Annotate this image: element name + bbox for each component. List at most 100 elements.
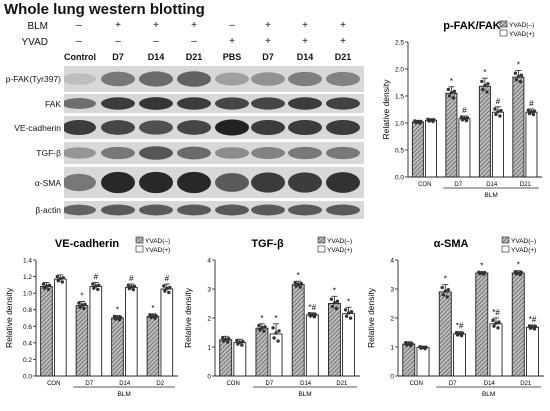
blot-band: [215, 204, 249, 216]
legend-swatch: [135, 236, 144, 244]
blot-band: [64, 147, 96, 159]
data-point: [485, 90, 489, 94]
x-tick-label: D14: [119, 381, 131, 387]
blot-lane-label: D14: [296, 52, 314, 62]
x-tick-label: D7: [449, 381, 457, 387]
data-point: [407, 342, 411, 346]
blot-lane-label: Control: [64, 52, 96, 62]
significance-mark: *: [517, 61, 520, 70]
significance-mark: *: [116, 306, 119, 315]
blot-factor-sign: +: [191, 20, 197, 31]
pfak-fak-chart: p-FAK/FAK YVAD(–) YVAD(+) Relative density 0…: [380, 16, 550, 214]
bar: [75, 305, 89, 377]
data-point: [459, 115, 464, 119]
legend-swatch: [499, 20, 508, 28]
blot-band: [177, 171, 211, 194]
data-point: [530, 325, 535, 329]
data-point: [225, 340, 230, 344]
bar: [478, 85, 491, 178]
data-point: [529, 110, 534, 114]
data-point: [235, 338, 239, 343]
bar: [54, 278, 67, 377]
significance-mark: *#: [456, 322, 464, 331]
data-point: [60, 280, 65, 284]
data-point: [446, 87, 451, 92]
data-point: [349, 310, 354, 314]
y-tick-label: 1.0: [23, 291, 32, 298]
blot-row-label: α-SMA: [34, 177, 61, 188]
significance-mark: *#: [529, 315, 537, 324]
data-point: [526, 108, 531, 112]
blot-band: [288, 119, 322, 136]
blot-factor-sign: –: [115, 36, 121, 47]
data-point: [464, 118, 469, 123]
bar: [328, 303, 341, 377]
y-tick-label: 2: [390, 316, 394, 323]
blot-row-label: p-FAK(Tyr397): [5, 74, 61, 84]
data-point: [257, 323, 261, 328]
data-point: [58, 276, 63, 281]
y-tick-label: 0.4: [23, 340, 32, 347]
blot-factor-sign: +: [340, 36, 346, 47]
blot-band: [139, 120, 173, 135]
significance-mark: #: [462, 106, 467, 115]
y-tick-label: 3: [207, 287, 211, 294]
data-point: [335, 299, 340, 304]
significance-mark: *: [517, 261, 520, 270]
significance-mark: *: [347, 297, 350, 306]
data-point: [513, 71, 518, 75]
y-tick-label: 1.4: [23, 258, 32, 265]
data-point: [80, 303, 84, 307]
y-tick-label: 1.0: [395, 121, 404, 128]
blot-band: [326, 119, 360, 136]
data-point: [310, 313, 315, 317]
legend-swatch: [499, 29, 508, 37]
bar: [125, 286, 138, 377]
data-point: [262, 329, 266, 333]
blot-row-label: VE-cadherin: [14, 122, 61, 133]
x-tick-label: CON: [226, 381, 239, 387]
bar: [511, 272, 525, 377]
blot-band: [177, 146, 211, 160]
data-point: [492, 324, 496, 328]
blot-lane-label: D7: [262, 52, 274, 62]
data-point: [61, 276, 66, 280]
y-tick-label: 2.0: [395, 67, 404, 74]
legend-swatch: [501, 245, 510, 253]
data-point: [220, 335, 225, 340]
blot-band: [139, 204, 173, 216]
bar: [89, 286, 103, 377]
legend-entry: YVAD(+): [511, 247, 536, 254]
data-point: [329, 297, 334, 301]
legend-entry: YVAD(+): [509, 31, 534, 38]
y-tick-label: 4: [207, 258, 211, 265]
x-tick-label: D14: [486, 182, 498, 188]
bar: [255, 327, 269, 377]
data-point: [498, 114, 502, 118]
data-point: [293, 280, 297, 285]
y-tick-label: 0.0: [395, 175, 404, 182]
bar: [512, 76, 525, 178]
data-point: [481, 87, 485, 92]
data-point: [462, 116, 467, 121]
blot-strip: [64, 142, 364, 164]
x-axis-label: BLM: [484, 192, 497, 199]
significance-mark: *: [260, 314, 263, 323]
data-point: [446, 288, 450, 292]
data-point: [83, 302, 87, 307]
data-point: [162, 284, 166, 288]
blot-band: [326, 172, 360, 193]
bar: [438, 291, 452, 377]
x-tick-label: D21: [336, 381, 348, 387]
y-tick-label: 0: [390, 374, 394, 381]
blot-factor-sign: +: [115, 20, 121, 31]
blot-band: [215, 119, 249, 136]
blot-band: [215, 97, 249, 110]
x-tick-label: D21: [520, 182, 532, 188]
data-point: [226, 337, 231, 341]
data-point: [441, 293, 445, 297]
bar: [445, 92, 458, 178]
blot-factor-sign: +: [229, 36, 235, 47]
significance-mark: *: [444, 275, 447, 284]
y-axis-label: Relative density: [381, 79, 391, 140]
